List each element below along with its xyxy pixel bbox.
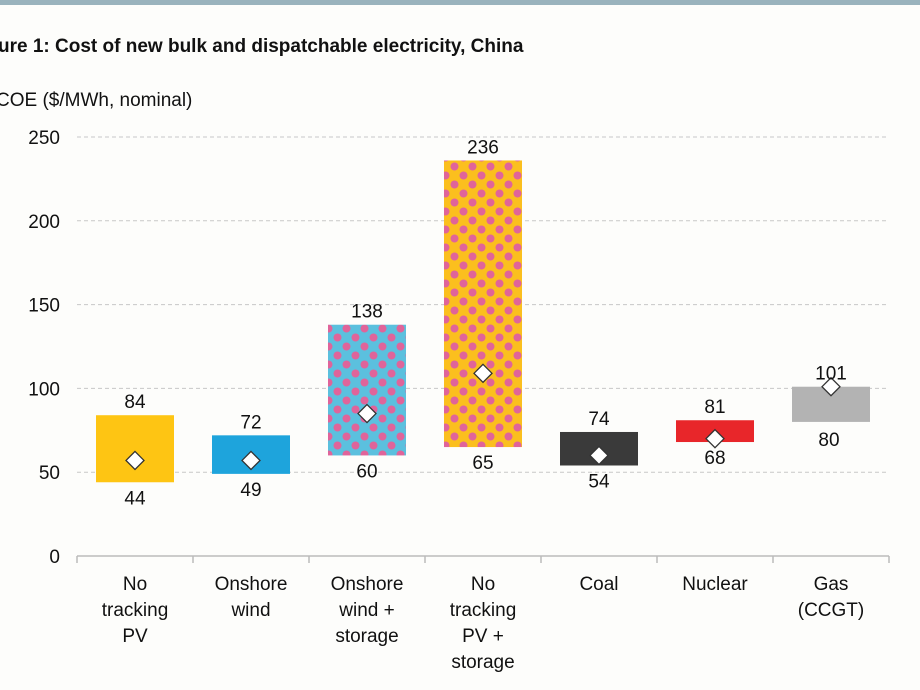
y-tick-label: 150 (28, 296, 60, 317)
top-border (0, 0, 920, 5)
marker-diamond (705, 428, 725, 449)
low-value-label: 80 (818, 430, 839, 451)
category-label: No (471, 574, 495, 595)
category-label: wind + (338, 600, 394, 621)
y-axis-label: COE ($/MWh, nominal) (0, 90, 193, 111)
category-label: Nuclear (682, 574, 748, 595)
marker-diamond (821, 376, 841, 397)
low-value-label: 60 (356, 461, 377, 482)
high-value-label: 138 (351, 302, 383, 323)
category-label: tracking (102, 600, 169, 621)
range-bar (96, 415, 174, 483)
category-label: tracking (450, 600, 517, 621)
low-value-label: 68 (704, 448, 725, 469)
high-value-label: 72 (240, 412, 261, 433)
low-value-label: 65 (472, 453, 493, 474)
high-value-label: 101 (815, 364, 847, 385)
category-label: wind (230, 600, 270, 621)
category-label: PV (122, 626, 148, 647)
high-value-label: 236 (467, 137, 499, 158)
low-value-label: 54 (588, 471, 610, 492)
range-bar (444, 160, 522, 448)
category-label: storage (335, 626, 398, 647)
marker-diamond (473, 363, 493, 384)
marker-diamond (125, 450, 145, 471)
y-tick-label: 50 (39, 463, 60, 484)
y-tick-label: 250 (28, 128, 60, 149)
y-tick-label: 200 (28, 212, 60, 233)
chart-title: ure 1: Cost of new bulk and dispatchable… (0, 36, 524, 57)
high-value-label: 84 (124, 392, 146, 413)
category-label: Onshore (215, 574, 288, 595)
y-tick-label: 100 (28, 379, 60, 400)
category-label: Gas (814, 574, 849, 595)
category-label: Coal (579, 574, 618, 595)
marker-diamond (241, 450, 261, 471)
category-label: (CCGT) (798, 600, 864, 621)
marker-diamond (357, 403, 377, 424)
high-value-label: 74 (588, 409, 610, 430)
category-label: storage (451, 652, 514, 673)
high-value-label: 81 (704, 397, 725, 418)
range-bar (328, 324, 406, 456)
category-label: PV + (462, 626, 504, 647)
low-value-label: 44 (124, 488, 146, 509)
y-tick-label: 0 (49, 547, 60, 568)
category-label: No (123, 574, 147, 595)
category-label: Onshore (331, 574, 404, 595)
marker-diamond (589, 445, 609, 466)
low-value-label: 49 (240, 480, 261, 501)
